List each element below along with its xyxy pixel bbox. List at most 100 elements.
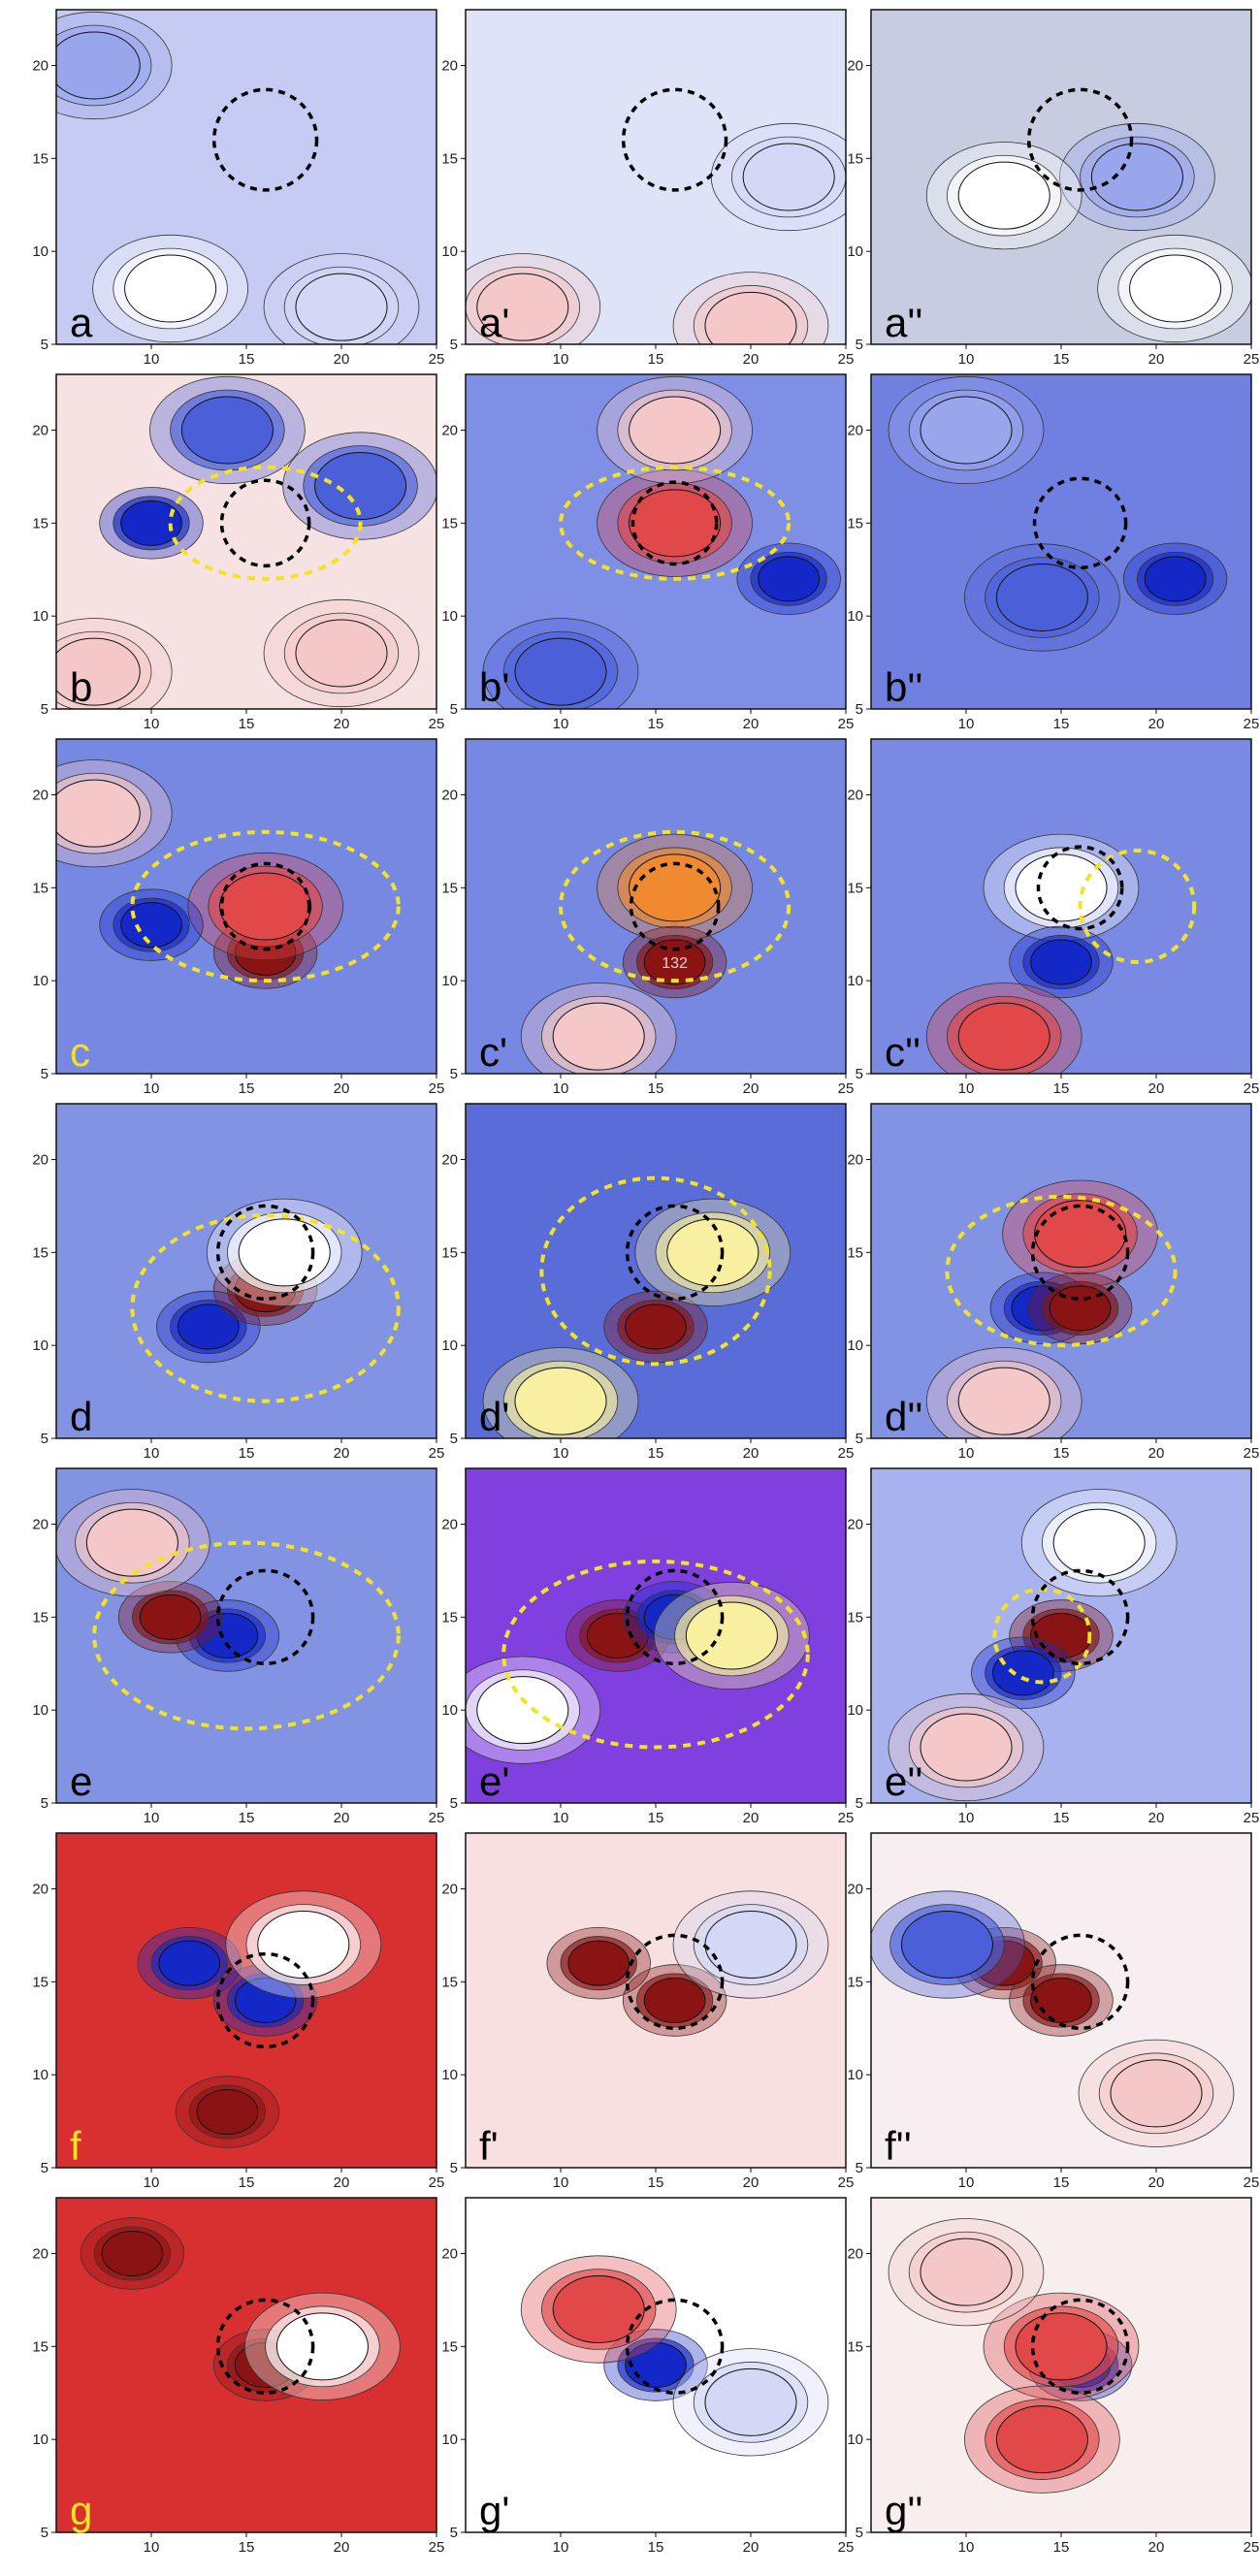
y-tick-label: 5 bbox=[41, 701, 48, 718]
panel-field bbox=[56, 1104, 436, 1438]
feature-core bbox=[995, 564, 1088, 631]
feature-core bbox=[177, 1304, 240, 1350]
black-dashed-circle bbox=[625, 2298, 725, 2395]
panel-field bbox=[56, 2198, 436, 2532]
x-tick-label: 15 bbox=[1053, 2174, 1070, 2191]
panel-label: d bbox=[70, 1394, 92, 1439]
x-tick-label: 15 bbox=[648, 1445, 664, 1462]
feature-core bbox=[1030, 939, 1092, 985]
black-dashed-circle bbox=[1030, 1568, 1130, 1666]
y-tick-label: 5 bbox=[450, 337, 458, 353]
panel-label: c bbox=[70, 1029, 90, 1075]
feature-core bbox=[314, 452, 407, 520]
panel-c: 10 15 20 25 5 10 15 20 c bbox=[32, 738, 444, 1097]
y-tick-label: 20 bbox=[847, 1517, 863, 1533]
panel-epp: 10 15 20 25 5 10 15 20 e'' bbox=[847, 1467, 1259, 1826]
panel-label: a bbox=[70, 300, 93, 345]
feature-core bbox=[685, 1601, 778, 1670]
y-tick-label: 5 bbox=[856, 1431, 863, 1447]
x-tick-label: 10 bbox=[958, 2539, 975, 2556]
x-tick-label: 15 bbox=[1053, 2539, 1070, 2556]
y-tick-label: 20 bbox=[32, 423, 48, 439]
y-tick-label: 20 bbox=[32, 788, 48, 804]
yellow-dashed-ellipse bbox=[559, 465, 792, 581]
panel-gp: 10 15 20 25 5 10 15 20 g' bbox=[441, 2197, 855, 2556]
feature-core bbox=[704, 2367, 797, 2436]
panel-ap: 10 15 20 25 5 10 15 20 a' bbox=[441, 9, 854, 368]
panel-label: g'' bbox=[885, 2488, 922, 2533]
panel-label: f'' bbox=[885, 2123, 912, 2169]
y-tick-label: 5 bbox=[856, 2525, 863, 2541]
feature-core bbox=[758, 556, 821, 602]
panel-label: c'' bbox=[885, 1029, 921, 1075]
x-tick-label: 25 bbox=[1244, 2539, 1260, 2556]
panel-label: a' bbox=[479, 300, 509, 345]
feature-core bbox=[1015, 2312, 1108, 2381]
black-dashed-circle bbox=[1030, 1933, 1130, 2031]
y-tick-label: 20 bbox=[32, 1517, 48, 1533]
x-tick-label: 10 bbox=[553, 2539, 569, 2556]
x-tick-label: 20 bbox=[334, 2174, 350, 2191]
feature-core bbox=[139, 1594, 202, 1640]
y-tick-label: 15 bbox=[441, 880, 458, 896]
x-tick-label: 20 bbox=[1148, 2539, 1165, 2556]
black-dashed-circle bbox=[215, 1204, 315, 1302]
panel-label: b bbox=[70, 664, 92, 710]
feature-core bbox=[120, 902, 182, 949]
black-dashed-circle bbox=[1026, 87, 1134, 192]
panel-ep: 10 15 20 25 5 10 15 20 e' bbox=[441, 1467, 854, 1826]
feature-core bbox=[991, 1650, 1054, 1696]
black-dashed-circle bbox=[630, 480, 719, 566]
y-tick-label: 10 bbox=[441, 2067, 458, 2083]
y-tick-label: 15 bbox=[32, 150, 48, 167]
y-tick-label: 10 bbox=[847, 2431, 863, 2448]
x-tick-label: 25 bbox=[1244, 351, 1260, 368]
x-tick-label: 15 bbox=[648, 2174, 664, 2191]
y-tick-label: 5 bbox=[41, 337, 48, 353]
y-tick-label: 5 bbox=[450, 1795, 458, 1812]
y-tick-label: 15 bbox=[441, 1974, 458, 1990]
x-tick-label: 25 bbox=[838, 2539, 855, 2556]
feature-core bbox=[295, 273, 388, 341]
panel-field: 132 bbox=[466, 739, 846, 1074]
x-tick-label: 10 bbox=[553, 2174, 569, 2191]
x-tick-label: 20 bbox=[1148, 1810, 1165, 1826]
y-tick-label: 10 bbox=[32, 973, 48, 989]
x-tick-label: 20 bbox=[743, 1445, 759, 1462]
y-tick-label: 10 bbox=[441, 243, 458, 260]
x-tick-label: 10 bbox=[958, 1445, 975, 1462]
y-tick-label: 15 bbox=[847, 150, 863, 167]
feature-core bbox=[625, 1304, 687, 1350]
panel-label: f' bbox=[479, 2123, 499, 2169]
panel-label: d' bbox=[479, 1394, 509, 1439]
x-tick-label: 10 bbox=[144, 716, 160, 732]
black-dashed-circle bbox=[625, 1568, 725, 1666]
y-tick-label: 20 bbox=[32, 58, 48, 75]
panel-label: g' bbox=[479, 2488, 509, 2533]
black-dashed-circle bbox=[1036, 845, 1124, 931]
y-tick-label: 10 bbox=[847, 2067, 863, 2083]
y-tick-label: 15 bbox=[32, 1609, 48, 1626]
y-tick-label: 10 bbox=[441, 1702, 458, 1719]
panel-d: 10 15 20 25 5 10 15 20 d bbox=[32, 1103, 444, 1462]
black-dashed-circle bbox=[625, 1204, 725, 1302]
feature-core bbox=[1052, 1508, 1146, 1577]
y-tick-label: 20 bbox=[441, 423, 458, 439]
panel-field bbox=[871, 739, 1251, 1074]
x-tick-label: 10 bbox=[958, 1080, 975, 1097]
y-tick-label: 20 bbox=[441, 1152, 458, 1169]
black-dashed-circle bbox=[215, 2298, 315, 2395]
x-tick-label: 10 bbox=[958, 716, 975, 732]
y-tick-label: 10 bbox=[32, 608, 48, 625]
y-tick-label: 10 bbox=[847, 243, 863, 260]
panel-field bbox=[56, 374, 436, 709]
panel-label: d'' bbox=[885, 1394, 922, 1439]
y-tick-label: 5 bbox=[450, 2525, 458, 2541]
panel-field bbox=[871, 1468, 1251, 1803]
y-tick-label: 20 bbox=[847, 1152, 863, 1169]
y-tick-label: 10 bbox=[847, 973, 863, 989]
y-tick-label: 20 bbox=[847, 788, 863, 804]
black-dashed-circle bbox=[211, 87, 319, 192]
x-tick-label: 25 bbox=[1244, 716, 1260, 732]
panel-field bbox=[56, 1468, 436, 1803]
